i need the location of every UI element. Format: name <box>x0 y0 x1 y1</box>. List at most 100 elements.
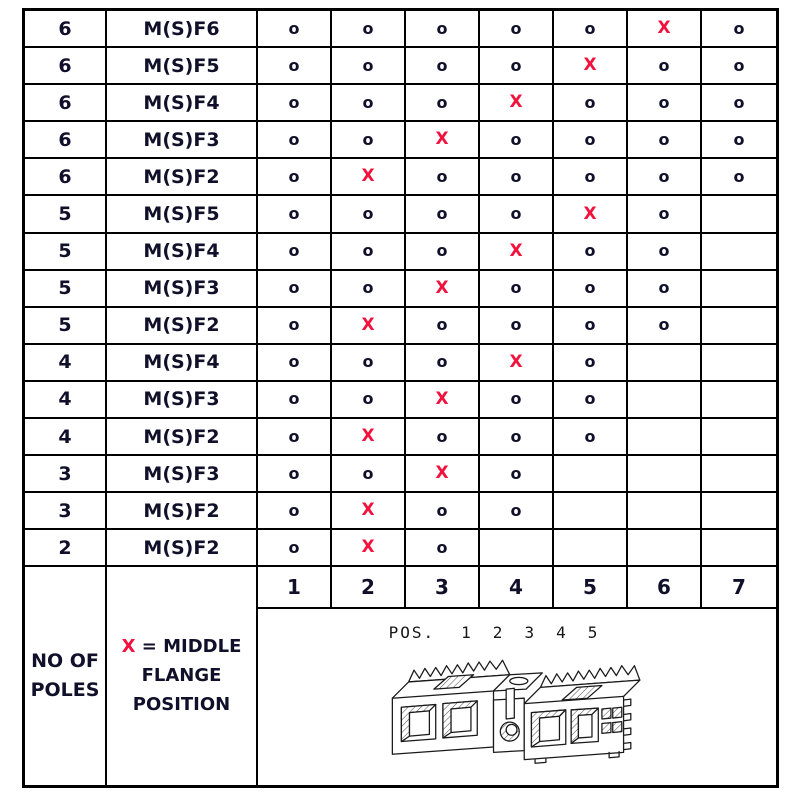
variant-cell: M(S)F2 <box>107 159 258 197</box>
variant-cell: M(S)F4 <box>107 85 258 123</box>
position-cell: o <box>332 11 406 49</box>
pos-label: POS. <box>388 623 436 643</box>
position-cell: o <box>702 159 776 197</box>
poles-cell: 4 <box>25 381 107 420</box>
position-cell: o <box>406 11 480 49</box>
position-cell <box>628 344 702 382</box>
position-cell: X <box>554 48 628 86</box>
pos-number: 2 <box>492 623 505 643</box>
position-cell: o <box>258 233 332 271</box>
position-cell: X <box>628 11 702 49</box>
position-cell: X <box>332 307 406 345</box>
position-cell: o <box>480 307 554 345</box>
position-cell: o <box>628 159 702 197</box>
position-cell: o <box>554 122 628 160</box>
variant-cell: M(S)F3 <box>107 270 258 308</box>
pos-number: 1 <box>461 623 473 643</box>
position-cell: o <box>554 85 628 123</box>
connector-drawing <box>391 660 641 765</box>
position-cell <box>702 233 776 271</box>
position-cell: o <box>332 196 406 234</box>
poles-cell: 2 <box>25 530 107 568</box>
position-cell: o <box>554 344 628 382</box>
position-cell <box>628 493 702 531</box>
legend-line1-rest: = MIDDLE <box>141 636 242 658</box>
position-cell: o <box>406 85 480 123</box>
variant-cell: M(S)F6 <box>107 11 258 49</box>
variant-cell: M(S)F3 <box>107 122 258 160</box>
position-cell: o <box>406 48 480 86</box>
variant-cell: M(S)F4 <box>107 344 258 382</box>
position-cell <box>628 419 702 457</box>
position-cell: o <box>332 381 406 420</box>
variant-cell: M(S)F4 <box>107 233 258 271</box>
legend-line1: X = MIDDLE <box>122 633 242 662</box>
poles-cell: 6 <box>25 122 107 160</box>
position-cell <box>702 270 776 308</box>
position-cell: X <box>406 122 480 160</box>
position-cell: o <box>258 419 332 457</box>
variant-cell: M(S)F2 <box>107 419 258 457</box>
poles-cell: 6 <box>25 48 107 86</box>
position-cell: o <box>332 122 406 160</box>
flange-position-table: NO OF POLES X = MIDDLE FLANGE POSITION P… <box>22 8 779 789</box>
position-cell: o <box>628 122 702 160</box>
position-cell: o <box>332 456 406 494</box>
position-cell: o <box>628 270 702 308</box>
position-cell <box>554 456 628 494</box>
position-cell: o <box>332 85 406 123</box>
position-cell: X <box>480 344 554 382</box>
variant-cell: M(S)F3 <box>107 381 258 420</box>
poles-cell: 5 <box>25 270 107 308</box>
poles-legend-cell: NO OF POLES <box>25 567 107 786</box>
poles-cell: 3 <box>25 493 107 531</box>
position-cell: o <box>258 530 332 568</box>
position-cell: o <box>480 381 554 420</box>
position-header-cell: 3 <box>406 567 480 610</box>
position-cell: o <box>332 233 406 271</box>
x-symbol: X <box>121 636 136 658</box>
connector-diagram-cell: POS. 1 2 3 4 5 <box>258 609 776 786</box>
position-cell: o <box>258 381 332 420</box>
position-cell: o <box>258 159 332 197</box>
variant-cell: M(S)F2 <box>107 307 258 345</box>
position-cell: o <box>480 419 554 457</box>
pos-number: 3 <box>524 623 537 643</box>
position-cell: o <box>332 48 406 86</box>
position-cell: o <box>480 270 554 308</box>
position-cell <box>702 530 776 568</box>
position-cell: o <box>406 530 480 568</box>
poles-label-line2: POLES <box>30 679 100 702</box>
pos-caption: POS. 1 2 3 4 5 <box>389 623 610 642</box>
position-cell: o <box>702 85 776 123</box>
position-cell: o <box>406 493 480 531</box>
poles-cell: 5 <box>25 307 107 345</box>
variant-cell: M(S)F3 <box>107 456 258 494</box>
pos-number: 4 <box>556 623 568 643</box>
position-cell <box>554 493 628 531</box>
position-cell <box>702 381 776 420</box>
position-header-cell: 1 <box>258 567 332 610</box>
position-cell: X <box>332 419 406 457</box>
position-cell <box>702 493 776 531</box>
position-cell: o <box>628 307 702 345</box>
poles-cell: 4 <box>25 419 107 457</box>
position-cell: X <box>332 493 406 531</box>
position-cell: o <box>628 233 702 271</box>
position-cell: o <box>554 159 628 197</box>
position-cell: o <box>258 344 332 382</box>
legend-line2: FLANGE <box>141 665 222 686</box>
variant-cell: M(S)F5 <box>107 196 258 234</box>
position-header-cell: 4 <box>480 567 554 610</box>
position-cell: o <box>332 270 406 308</box>
position-cell: X <box>406 381 480 420</box>
position-cell: X <box>332 530 406 568</box>
position-cell: X <box>480 85 554 123</box>
position-cell <box>628 381 702 420</box>
position-cell <box>702 344 776 382</box>
position-cell: o <box>628 48 702 86</box>
position-cell: X <box>554 196 628 234</box>
flange-legend-cell: X = MIDDLE FLANGE POSITION <box>107 567 258 786</box>
position-cell: o <box>258 196 332 234</box>
position-cell: o <box>406 196 480 234</box>
